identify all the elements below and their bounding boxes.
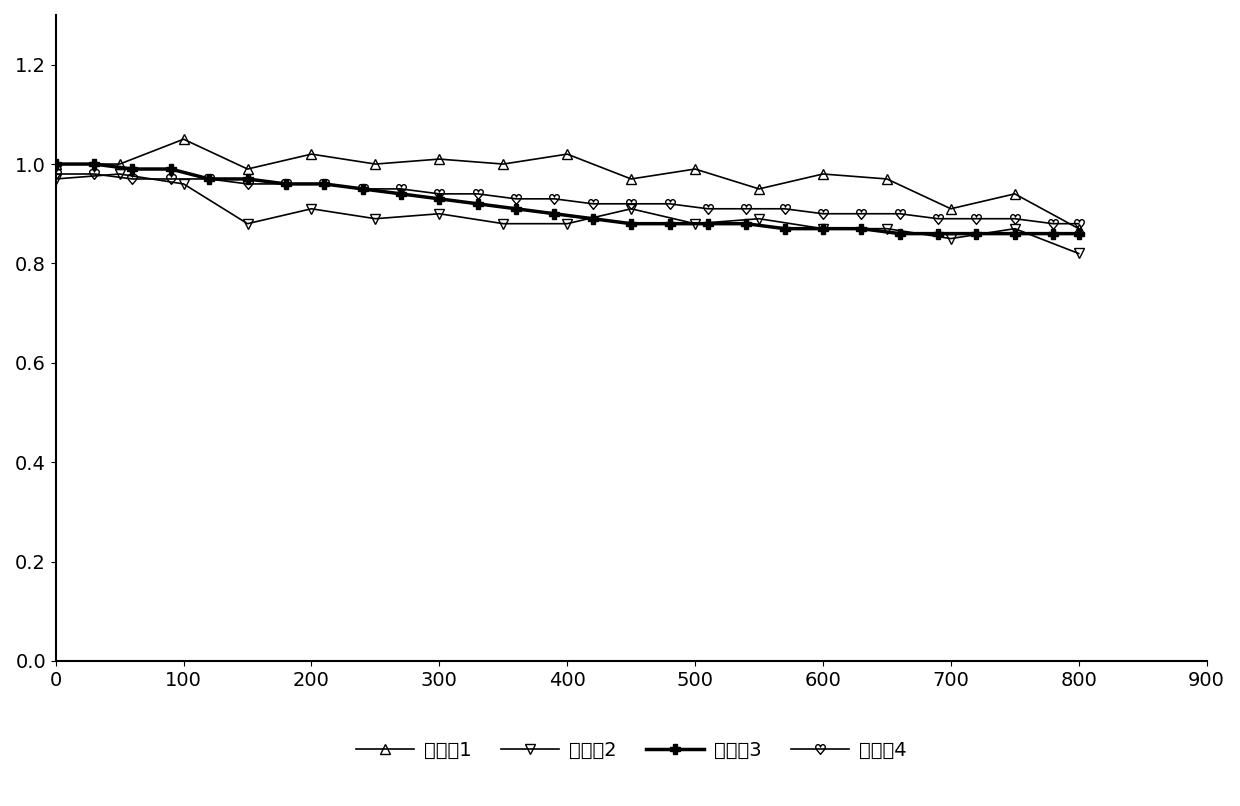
电池组3: [585, 214, 600, 223]
电池组4: [125, 174, 140, 184]
电池组3: [701, 219, 715, 229]
电池组4: [241, 179, 255, 189]
电池组3: [547, 209, 562, 218]
电池组3: [1045, 229, 1060, 239]
电池组4: [547, 194, 562, 204]
电池组4: [87, 169, 102, 179]
电池组3: [739, 219, 754, 229]
电池组4: [470, 189, 485, 199]
Line: 电池组2: 电池组2: [51, 169, 1084, 259]
电池组3: [662, 219, 677, 229]
电池组4: [316, 179, 331, 189]
电池组1: [432, 154, 446, 164]
电池组3: [930, 229, 945, 239]
电池组1: [944, 204, 959, 214]
电池组3: [48, 160, 63, 169]
电池组2: [816, 224, 831, 234]
Legend: 电池组1, 电池组2, 电池组3, 电池组4: 电池组1, 电池组2, 电池组3, 电池组4: [348, 733, 914, 767]
电池组4: [48, 169, 63, 179]
电池组2: [241, 219, 255, 229]
电池组1: [688, 164, 703, 174]
电池组4: [624, 199, 639, 209]
电池组4: [1045, 219, 1060, 229]
Line: 电池组1: 电池组1: [51, 135, 1084, 234]
电池组3: [202, 174, 217, 184]
电池组4: [701, 204, 715, 214]
电池组3: [508, 204, 523, 214]
电池组4: [1071, 219, 1086, 229]
电池组1: [496, 160, 511, 169]
电池组4: [164, 174, 179, 184]
电池组2: [624, 204, 639, 214]
电池组4: [393, 184, 408, 193]
电池组1: [368, 160, 383, 169]
电池组3: [777, 224, 792, 234]
电池组3: [355, 184, 370, 193]
电池组4: [777, 204, 792, 214]
电池组4: [508, 194, 523, 204]
电池组4: [816, 209, 831, 218]
电池组1: [816, 169, 831, 179]
电池组2: [559, 219, 574, 229]
电池组3: [893, 229, 908, 239]
电池组1: [176, 135, 191, 144]
电池组2: [176, 179, 191, 189]
电池组2: [304, 204, 319, 214]
电池组2: [368, 214, 383, 223]
电池组3: [624, 219, 639, 229]
电池组1: [241, 164, 255, 174]
电池组3: [279, 179, 294, 189]
电池组2: [1071, 249, 1086, 259]
电池组2: [432, 209, 446, 218]
电池组3: [968, 229, 983, 239]
电池组3: [125, 164, 140, 174]
电池组4: [432, 189, 446, 199]
电池组3: [816, 224, 831, 234]
电池组2: [496, 219, 511, 229]
电池组2: [112, 169, 126, 179]
电池组1: [1007, 189, 1022, 199]
电池组1: [304, 149, 319, 159]
电池组2: [879, 224, 894, 234]
电池组4: [893, 209, 908, 218]
电池组4: [585, 199, 600, 209]
电池组1: [48, 160, 63, 169]
Line: 电池组4: 电池组4: [51, 169, 1084, 229]
电池组3: [432, 194, 446, 204]
电池组1: [1071, 224, 1086, 234]
电池组3: [470, 199, 485, 209]
电池组1: [559, 149, 574, 159]
电池组1: [751, 184, 766, 193]
电池组2: [944, 234, 959, 243]
电池组3: [1007, 229, 1022, 239]
电池组4: [930, 214, 945, 223]
电池组4: [968, 214, 983, 223]
电池组3: [241, 174, 255, 184]
电池组4: [739, 204, 754, 214]
电池组2: [751, 214, 766, 223]
电池组4: [355, 184, 370, 193]
电池组2: [48, 174, 63, 184]
电池组2: [688, 219, 703, 229]
电池组3: [87, 160, 102, 169]
电池组1: [624, 174, 639, 184]
电池组3: [854, 224, 869, 234]
电池组4: [202, 174, 217, 184]
电池组4: [279, 179, 294, 189]
电池组3: [164, 164, 179, 174]
电池组4: [854, 209, 869, 218]
电池组4: [1007, 214, 1022, 223]
电池组4: [662, 199, 677, 209]
电池组1: [879, 174, 894, 184]
电池组3: [316, 179, 331, 189]
Line: 电池组3: 电池组3: [51, 160, 1084, 239]
电池组2: [1007, 224, 1022, 234]
电池组3: [393, 189, 408, 199]
电池组3: [1071, 229, 1086, 239]
电池组1: [112, 160, 126, 169]
